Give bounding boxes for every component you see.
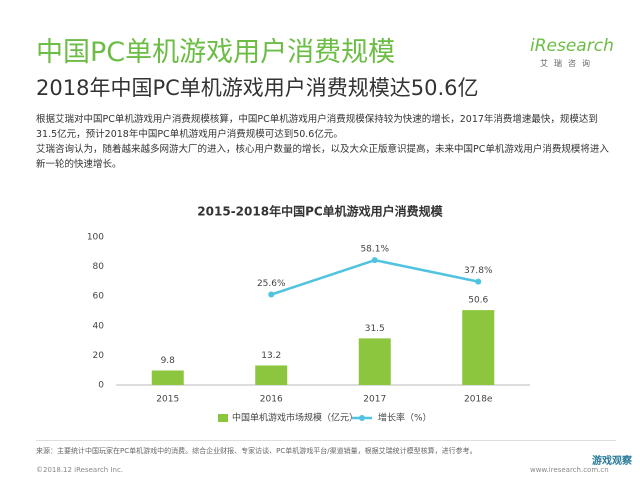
slide-title: 中国PC单机游戏用户消费规模 [36,37,396,68]
source-note: 来源：主要统计中国玩家在PC单机游戏中的消费。综合企业财报、专家访谈、PC单机游… [36,447,477,455]
line [270,258,479,296]
point-label: 37.8% [464,266,493,276]
paragraph: 艾瑞咨询认为，随着越来越多网游大厂的进入，核心用户数量的增长，以及大众正版意识提… [36,144,609,170]
logo: iResearch [530,36,614,56]
line-point [371,257,378,264]
bar-label: 50.6 [468,296,488,306]
legend-label: 中国单机游戏市场规模（亿元） [232,412,358,424]
x-tick-label: 2017 [363,395,386,405]
watermark: 游戏观察 [592,456,632,467]
y-tick-label: 20 [93,351,105,361]
bar-label: 13.2 [261,351,281,361]
y-tick-label: 100 [87,233,104,243]
y-tick-label: 40 [93,321,105,331]
bar-label: 9.8 [161,356,176,366]
line-point [475,278,482,285]
y-tick-label: 0 [98,381,104,391]
bar-label: 31.5 [365,324,385,334]
divider [36,440,616,441]
legend-swatch [218,414,228,422]
y-tick-label: 60 [93,292,105,302]
website: www.iresearch.com.cn [530,466,609,474]
point-label: 25.6% [257,279,286,289]
bar [151,370,184,385]
paragraph: 根据艾瑞对中国PC单机游戏用户消费规模核算，中国PC单机游戏用户消费规模保持较为… [36,114,598,140]
copyright: ©2018.12 iResearch Inc. [36,466,124,474]
bar [462,310,495,385]
legend-label: 增长率（%） [378,412,432,424]
x-tick-label: 2016 [260,395,283,405]
line-point [268,291,275,298]
point-label: 58.1% [360,245,389,255]
legend-swatch [359,415,365,421]
logo-subtitle: 艾瑞咨询 [540,59,596,68]
slide-subtitle: 2018年中国PC单机游戏用户消费规模达50.6亿 [36,76,479,100]
x-tick-label: 2018e [464,395,493,405]
chart-title: 2015-2018年中国PC单机游戏用户消费规模 [197,204,443,219]
bar [255,365,288,385]
y-tick-label: 80 [93,262,105,272]
x-tick-label: 2015 [156,395,179,405]
bar [358,338,391,385]
